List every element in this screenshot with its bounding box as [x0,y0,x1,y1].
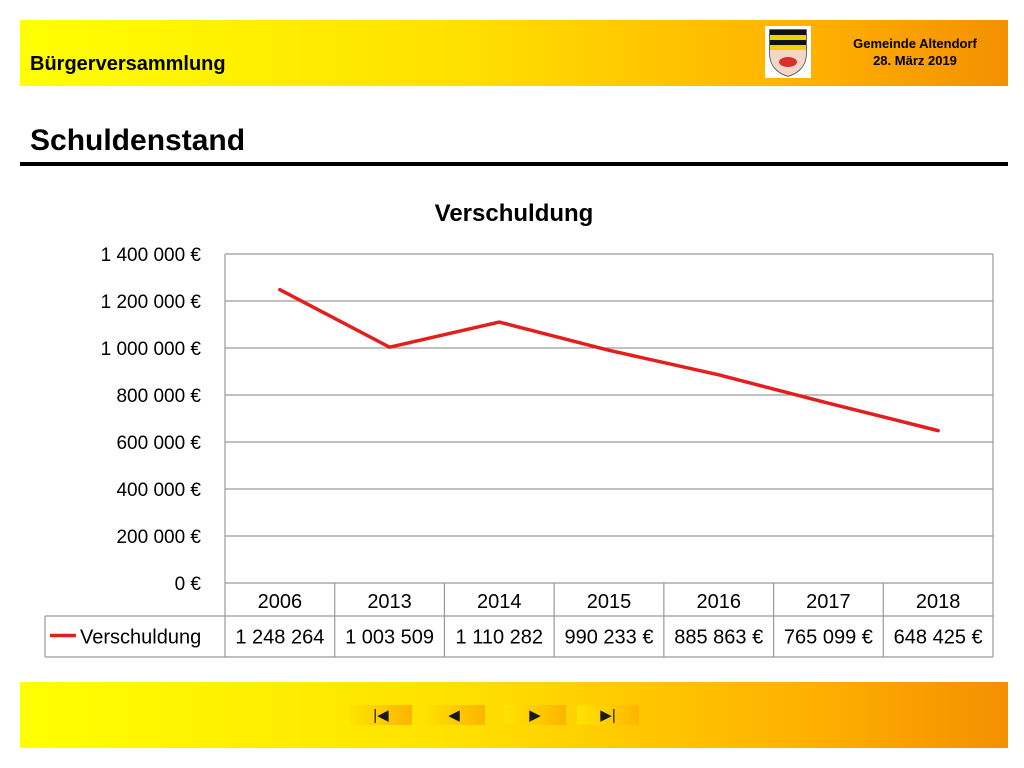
data-point [936,429,940,433]
y-tick-label: 200 000 € [116,527,201,548]
table-value-cell: 1 248 264 [235,627,324,649]
x-category-label: 2013 [367,591,412,613]
data-point [278,288,282,292]
x-category-label: 2006 [258,591,303,613]
last-slide-button[interactable]: ▶| [577,705,639,725]
y-tick-label: 400 000 € [116,480,201,501]
next-slide-icon: ▶ [529,707,541,724]
x-category-label: 2018 [916,591,961,613]
legend-label: Verschuldung [80,627,201,649]
organization-name: Gemeinde Altendorf [853,36,977,51]
organization-info: Gemeinde Altendorf 28. März 2019 [842,35,988,69]
data-point [497,320,501,324]
table-value-cell: 648 425 € [894,627,983,649]
page-title: Schuldenstand [30,124,246,157]
data-point [388,345,392,349]
x-category-label: 2015 [587,591,632,613]
y-tick-label: 600 000 € [116,433,201,454]
event-title: Bürgerversammlung [30,53,226,75]
last-slide-icon: ▶| [600,707,616,724]
table-value-cell: 885 863 € [674,627,763,649]
x-category-label: 2017 [806,591,851,613]
y-tick-label: 1 000 000 € [101,339,202,360]
coat-of-arms-icon [765,26,811,78]
x-category-label: 2016 [696,591,741,613]
first-slide-icon: |◀ [373,707,389,724]
table-value-cell: 1 110 282 [456,627,544,649]
footer-band: |◀ ◀ ▶ ▶| [20,682,1008,748]
y-tick-label: 1 400 000 € [101,245,202,266]
header-band: Bürgerversammlung Gemeinde Altendorf 28.… [20,20,1008,86]
event-date: 28. März 2019 [873,53,957,68]
x-category-label: 2014 [477,591,522,613]
debt-line-chart: Verschuldung 0 € 200 000 € 400 000 € 600 000… [44,200,994,658]
first-slide-button[interactable]: |◀ [350,705,412,725]
previous-slide-icon: ◀ [448,707,460,724]
data-point [607,348,611,352]
previous-slide-button[interactable]: ◀ [423,705,485,725]
table-value-cell: 1 003 509 [345,627,434,649]
data-point [826,401,830,405]
y-tick-label: 0 € [175,574,202,595]
table-value-cell: 765 099 € [784,627,873,649]
title-divider [20,162,1008,166]
y-tick-label: 1 200 000 € [101,292,202,313]
series-line-verschuldung [278,287,940,433]
y-tick-label: 800 000 € [116,386,201,407]
table-value-cell: 990 233 € [565,627,654,649]
next-slide-button[interactable]: ▶ [504,705,566,725]
data-point [717,373,721,377]
chart-title: Verschuldung [435,200,594,227]
